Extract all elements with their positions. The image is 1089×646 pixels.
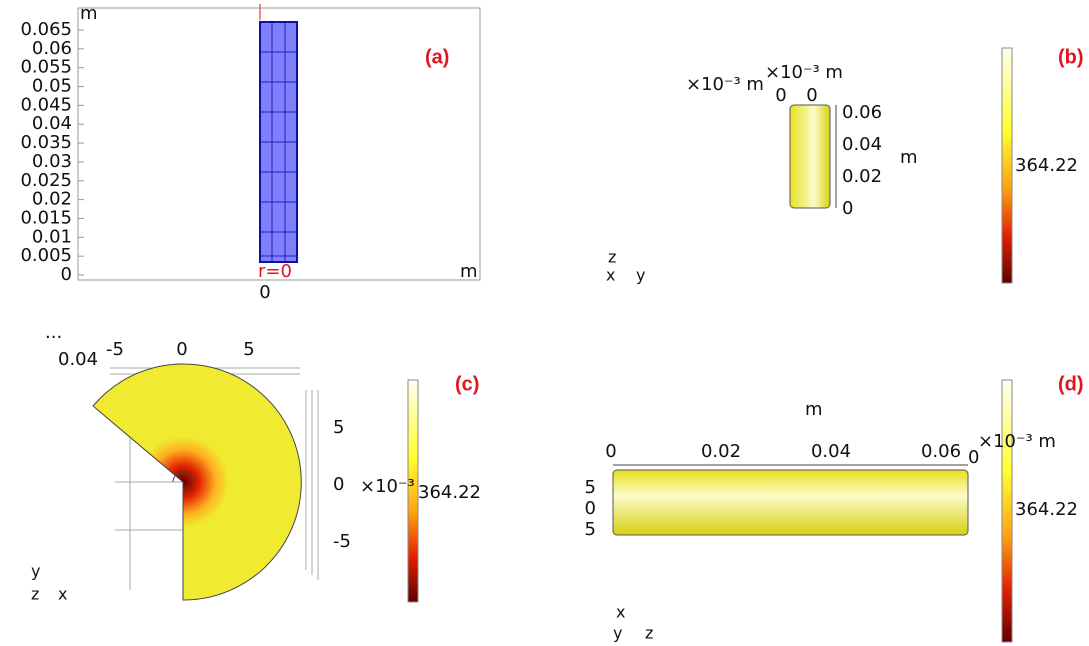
panel-label: (a) — [425, 46, 449, 68]
annotation: r=0 — [258, 261, 292, 282]
axis-indicator: z — [645, 624, 653, 643]
tick-label: 0.025 — [20, 170, 72, 191]
axis-indicator: x — [616, 603, 625, 622]
cylinder — [790, 105, 830, 208]
axis-indicator: z — [608, 248, 616, 267]
tick-label: 5 — [585, 519, 596, 540]
tick-label: 0.06 — [32, 38, 72, 59]
tick-label: 0 — [176, 339, 187, 360]
tick-label: 0.015 — [20, 207, 72, 228]
colorbar — [1002, 380, 1012, 642]
colorbar — [1002, 48, 1012, 283]
tick-label: 0 — [842, 198, 853, 219]
scale-label: ×10⁻³ m — [978, 431, 1056, 452]
tick-label: 0.06 — [842, 102, 882, 123]
figure: m m r=0 (a) ×10⁻³ m ×10⁻³ m m 364.22 (b)… — [0, 0, 1089, 646]
unit: m — [460, 261, 478, 282]
tick-label: 0.04 — [842, 134, 882, 155]
axis-indicator: y — [613, 624, 622, 643]
tick-label: 0.05 — [32, 76, 72, 97]
tick-label: 0 — [775, 85, 786, 106]
unit: m — [805, 399, 823, 420]
unit: m — [900, 147, 918, 168]
tick-label: 0.06 — [921, 441, 961, 462]
tick-label: 5 — [243, 339, 254, 360]
tick-label: 0.02 — [32, 189, 72, 210]
tick-label: 0.065 — [20, 19, 72, 40]
axis-indicator: z — [31, 585, 39, 604]
tick-label: 0 — [333, 474, 344, 495]
tick-label: 5 — [585, 477, 596, 498]
panel-label: (b) — [1058, 46, 1084, 68]
tick-label: -5 — [333, 531, 351, 552]
axis-indicator: x — [58, 585, 67, 604]
panel-label: (c) — [455, 373, 479, 395]
colorbar-label: 364.22 — [418, 482, 481, 503]
axis-indicator: x — [606, 266, 615, 285]
tick-label: 0.055 — [20, 57, 72, 78]
tick-label: 0 — [605, 441, 616, 462]
scale-label: ×10⁻³ — [360, 476, 415, 497]
tick-label: 0 — [259, 282, 270, 303]
tick-label: 0.03 — [32, 151, 72, 172]
tick-label: 0.035 — [20, 132, 72, 153]
tick-label: 0 — [585, 498, 596, 519]
scale-label: ×10⁻³ m — [686, 74, 764, 95]
unit: m — [80, 3, 98, 24]
ellipsis: ... — [45, 322, 62, 343]
tick-label: 0 — [61, 264, 72, 285]
axis-indicator: y — [31, 562, 40, 581]
tick-label: 0.02 — [701, 441, 741, 462]
tick-label: 0.02 — [842, 166, 882, 187]
tick-label: 0.04 — [811, 441, 851, 462]
axis-indicator: y — [636, 266, 645, 285]
scale-label: ×10⁻³ m — [765, 62, 843, 83]
colorbar-label: 364.22 — [1015, 155, 1078, 176]
cylinder — [613, 470, 968, 535]
panel-label: (d) — [1058, 373, 1084, 395]
tick-label: 0 — [806, 85, 817, 106]
tick-label: 0.04 — [58, 349, 98, 370]
tick-label: 0.005 — [20, 245, 72, 266]
tick-label: -5 — [106, 339, 124, 360]
colorbar-label: 364.22 — [1015, 499, 1078, 520]
tick-label: 5 — [333, 417, 344, 438]
